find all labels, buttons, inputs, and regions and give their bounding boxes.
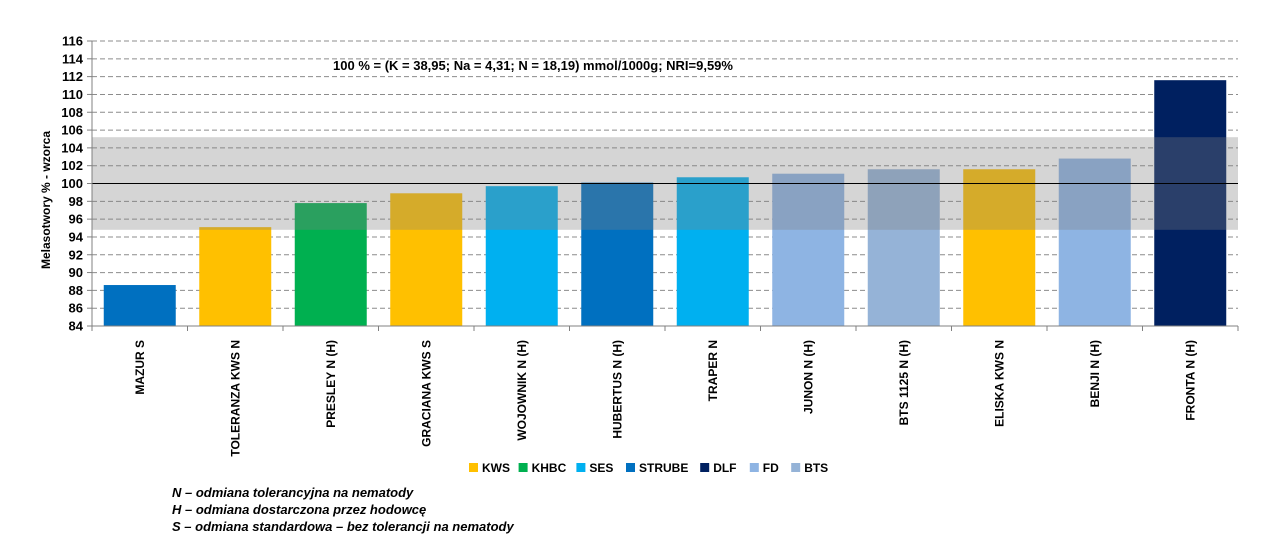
legend-swatch: [518, 463, 528, 472]
legend-label: KHBC: [532, 461, 567, 475]
legend-label: KWS: [482, 461, 510, 475]
y-tick-label: 94: [69, 229, 84, 244]
bar: [485, 186, 558, 326]
bar: [1154, 80, 1227, 326]
x-tick-label: BTS 1125 N (H): [897, 340, 911, 425]
legend-swatch: [749, 463, 759, 472]
bar: [676, 177, 749, 326]
x-tick-label: WOJOWNIK N (H): [515, 340, 529, 441]
x-tick-label: PRESLEY N (H): [324, 340, 338, 428]
y-tick-label: 84: [69, 319, 84, 334]
legend-swatch: [469, 463, 478, 472]
legend-label: SES: [589, 461, 613, 475]
legend-swatch: [576, 463, 586, 472]
x-tick-label: BENJI N (H): [1088, 340, 1102, 407]
y-tick-label: 110: [62, 87, 83, 102]
x-tick-label: TOLERANZA KWS N: [228, 340, 242, 457]
bar: [103, 285, 176, 326]
legend-label: STRUBE: [639, 461, 688, 475]
legend-swatch: [791, 463, 801, 472]
x-tick-label: GRACIANA KWS S: [419, 340, 433, 447]
y-tick-label: 112: [62, 69, 83, 84]
x-tick-label: ELISKA KWS N: [992, 340, 1006, 427]
bar: [294, 203, 367, 326]
y-tick-label: 98: [69, 194, 83, 209]
y-tick-label: 104: [61, 140, 83, 155]
note-n: N – odmiana tolerancyjna na nematody: [172, 485, 414, 500]
y-tick-label: 92: [69, 247, 83, 262]
y-tick-label: 88: [69, 283, 83, 298]
axes: [91, 41, 1239, 331]
legend: KWS KHBC SES STRUBE DLF FD BTS: [469, 461, 828, 475]
y-tick-label: 114: [62, 51, 84, 66]
bar: [772, 173, 845, 326]
tick-labels: 84 86 88 90 92 94 96 98 100 102 104 106 108 110 112 114…: [61, 34, 1197, 457]
y-tick-label: 86: [69, 301, 83, 316]
y-tick-label: 96: [69, 212, 83, 227]
note-h: H – odmiana dostarczona przez hodowcę: [172, 502, 427, 517]
bar: [963, 169, 1036, 326]
bars: [103, 80, 1227, 326]
reference-annotation: 100 % = (K = 38,95; Na = 4,31; N = 18,19…: [333, 58, 733, 73]
x-tick-label: HUBERTUS N (H): [610, 340, 624, 439]
bar: [199, 227, 272, 326]
y-tick-label: 102: [61, 158, 83, 173]
bar: [1058, 158, 1131, 326]
legend-swatch: [626, 463, 635, 472]
x-tick-label: TRAPER N: [706, 340, 720, 401]
bar: [867, 169, 940, 326]
bar: [390, 193, 463, 326]
x-tick-label: MAZUR S: [133, 340, 147, 395]
y-axis-label: Melasotwory % - wzorca: [39, 131, 53, 269]
y-tick-label: 100: [61, 176, 83, 191]
legend-label: FD: [763, 461, 779, 475]
y-tick-label: 106: [61, 123, 83, 138]
note-s: S – odmiana standardowa – bez tolerancji…: [172, 519, 514, 534]
footnotes: N – odmiana tolerancyjna na nematody H –…: [172, 484, 514, 535]
legend-swatch: [700, 463, 710, 472]
bar: [581, 182, 654, 326]
y-tick-label: 116: [62, 34, 83, 49]
x-tick-label: FRONTA N (H): [1183, 340, 1197, 421]
x-tick-label: JUNON N (H): [801, 340, 815, 414]
legend-label: DLF: [713, 461, 736, 475]
legend-label: BTS: [804, 461, 828, 475]
y-tick-label: 90: [69, 265, 83, 280]
y-tick-label: 108: [61, 105, 83, 120]
